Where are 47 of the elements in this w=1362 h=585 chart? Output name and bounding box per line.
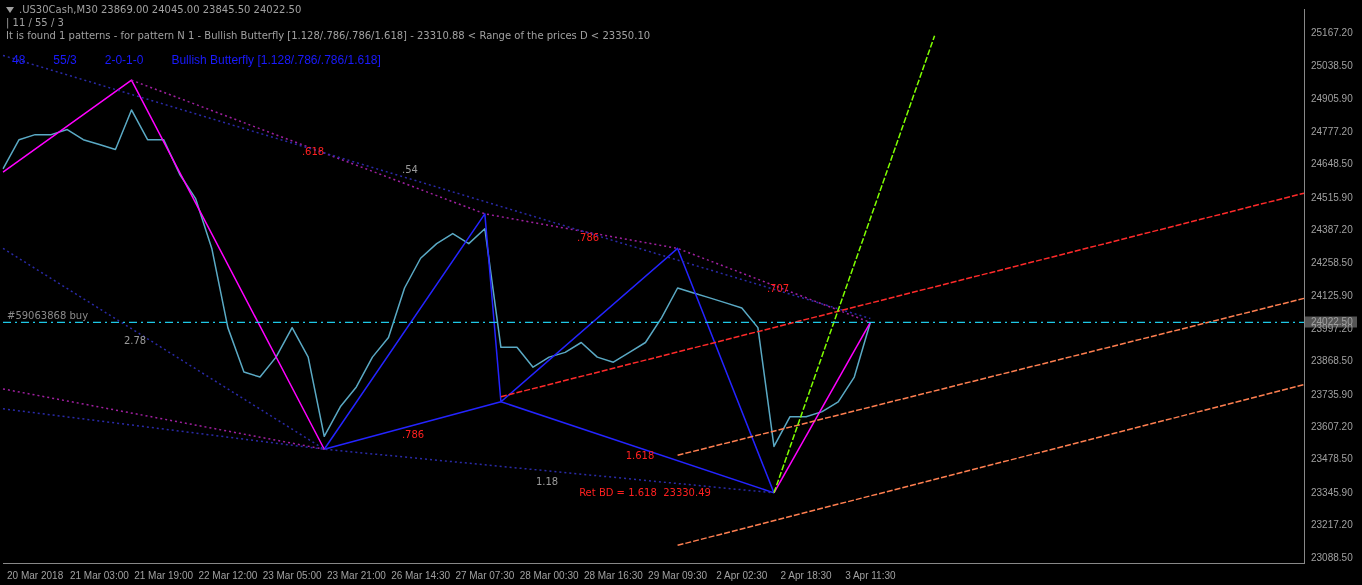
- x-tick-label: 2 Apr 18:30: [780, 569, 833, 581]
- text: | 11 / 55 / 3: [6, 16, 65, 29]
- annotation: It is found 1 patterns - for pattern N 1 - Bullish Butterfly [1.128/.786/.786/1.618] - 23310.88 < Range of the prices D < 23350.10: [6, 29, 651, 42]
- annotation: 1.18: [535, 475, 559, 487]
- x-tick-label: 21 Mar 03:00: [69, 569, 130, 581]
- x-tick-label: 28 Mar 16:30: [583, 569, 644, 581]
- annotation: 55/3: [53, 53, 77, 67]
- annotation: Ret BD = 1.618 23330.49: [579, 486, 711, 498]
- annotation: .786: [576, 231, 600, 243]
- x-tick-label: 27 Mar 07:30: [455, 569, 515, 581]
- annotation: .618: [301, 145, 325, 157]
- annotation: 2-0-1-0: [104, 53, 144, 67]
- y-tick-label: 23607.20: [1311, 420, 1354, 432]
- x-tick-label: 26 Mar 14:30: [391, 569, 451, 581]
- annotation: Bullish Butterfly [1.128/.786/.786/1.618]: [171, 53, 381, 67]
- y-tick-label: 25038.50: [1311, 59, 1354, 71]
- y-tick-label: 24905.90: [1311, 93, 1354, 105]
- y-tick-label: 25167.20: [1311, 27, 1354, 39]
- x-tick-label: 29 Mar 09:30: [648, 569, 708, 581]
- y-tick-label: 24125.90: [1311, 290, 1354, 302]
- y-tick-label: 24387.20: [1311, 224, 1354, 236]
- x-tick-label: 20 Mar 2018: [7, 569, 64, 581]
- y-tick-label: 23088.50: [1311, 551, 1354, 563]
- y-tick-label: 23345.90: [1311, 486, 1354, 498]
- y-tick-label: 23478.50: [1311, 453, 1354, 465]
- x-tick-label: 23 Mar 21:00: [326, 569, 387, 581]
- x-tick-label: 2 Apr 02:30: [716, 569, 768, 581]
- x-tick-label: 3 Apr 11:30: [845, 569, 896, 581]
- annotation: .786: [401, 428, 425, 440]
- x-tick-label: 21 Mar 19:00: [134, 569, 194, 581]
- y-tick-label: 24777.20: [1311, 125, 1354, 137]
- y-tick-label: 23217.20: [1311, 519, 1354, 531]
- annotation: 2.78: [123, 334, 147, 346]
- chart-title: .US30Cash,M30 23869.00 24045.00 23845.50 24022.50: [19, 4, 302, 15]
- y-tick-label: 23868.50: [1311, 355, 1354, 367]
- x-tick-label: 22 Mar 12:00: [198, 569, 258, 581]
- annotation: .707: [766, 282, 790, 294]
- x-tick-label: 23 Mar 05:00: [262, 569, 323, 581]
- x-tick-label: 28 Mar 00:30: [519, 569, 579, 581]
- annotation: .54: [402, 163, 418, 175]
- y-tick-label: 24258.50: [1311, 256, 1354, 268]
- ref-line-label: #59063868 buy: [7, 310, 89, 322]
- annotation: 48: [12, 53, 26, 67]
- y-tick-label: 24515.90: [1311, 191, 1354, 203]
- y-tick-label: 24648.50: [1311, 158, 1354, 170]
- y-tick-label: 23735.90: [1311, 388, 1354, 400]
- annotation: 1.618: [625, 449, 655, 461]
